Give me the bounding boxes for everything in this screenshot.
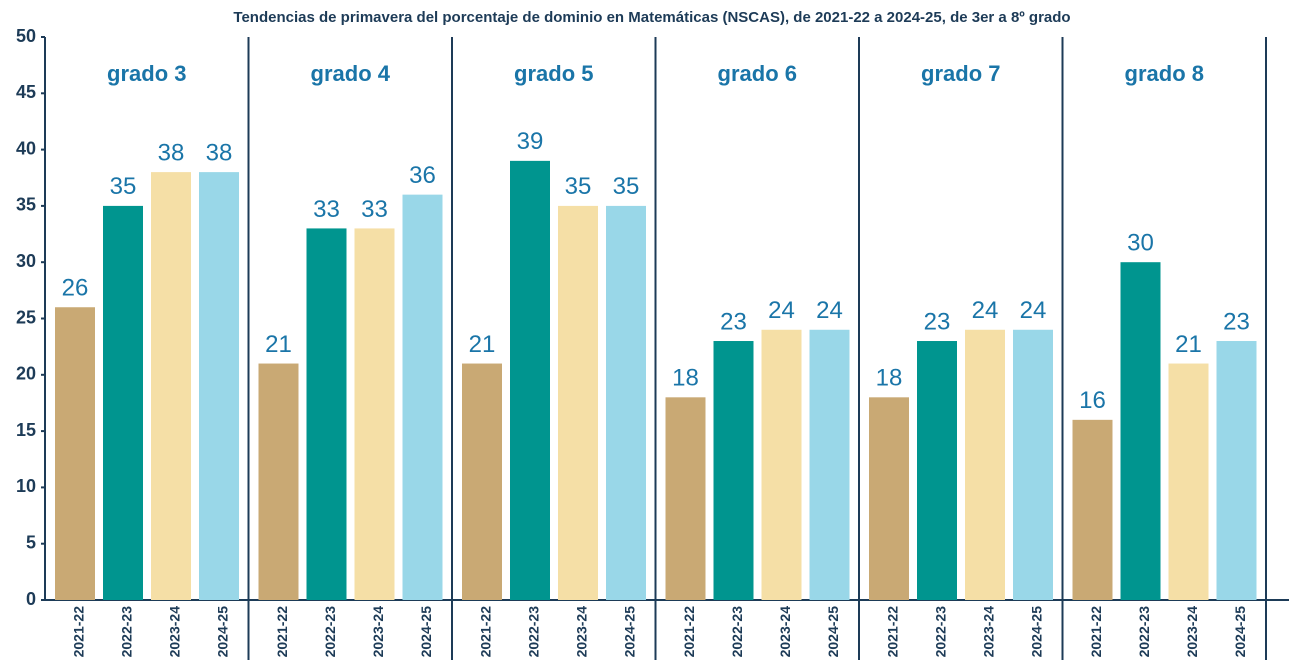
x-tick-label: 2023-24 bbox=[981, 606, 997, 658]
x-tick-label: 2021-22 bbox=[681, 606, 697, 658]
data-label: 24 bbox=[1020, 297, 1047, 324]
data-label: 33 bbox=[313, 196, 340, 223]
x-tick-label: 2023-24 bbox=[167, 606, 183, 658]
bar bbox=[1216, 341, 1257, 600]
y-tick-label: 5 bbox=[26, 532, 36, 552]
x-tick-label: 2021-22 bbox=[478, 606, 494, 658]
data-label: 24 bbox=[768, 297, 795, 324]
x-tick-label: 2021-22 bbox=[885, 606, 901, 658]
data-label: 21 bbox=[265, 331, 292, 358]
y-tick-label: 45 bbox=[16, 82, 36, 102]
y-tick-label: 35 bbox=[16, 195, 36, 215]
bar bbox=[462, 363, 502, 600]
panel-label: grado 4 bbox=[311, 61, 391, 86]
data-label: 23 bbox=[924, 308, 951, 335]
x-tick-label: 2023-24 bbox=[574, 606, 590, 658]
bar bbox=[306, 228, 347, 601]
y-tick-label: 30 bbox=[16, 251, 36, 271]
data-label: 24 bbox=[816, 297, 843, 324]
data-label: 39 bbox=[517, 128, 544, 155]
data-label: 33 bbox=[361, 196, 388, 223]
data-label: 35 bbox=[565, 173, 592, 200]
bar bbox=[354, 228, 395, 601]
x-tick-label: 2022-23 bbox=[322, 606, 338, 658]
bar bbox=[510, 160, 550, 601]
x-tick-label: 2021-22 bbox=[71, 606, 87, 658]
chart-title: Tendencias de primavera del porcentaje d… bbox=[233, 9, 1070, 26]
bar bbox=[809, 329, 850, 600]
data-label: 23 bbox=[1223, 308, 1250, 335]
bar bbox=[606, 205, 646, 600]
bar bbox=[402, 194, 443, 600]
x-tick-label: 2022-23 bbox=[526, 606, 542, 658]
x-tick-label: 2022-23 bbox=[933, 606, 949, 658]
x-tick-label: 2024-25 bbox=[1232, 606, 1248, 658]
bar bbox=[558, 205, 598, 600]
bar bbox=[713, 341, 754, 600]
y-tick-label: 40 bbox=[16, 138, 36, 158]
y-tick-label: 10 bbox=[16, 476, 36, 496]
bar bbox=[761, 329, 802, 600]
x-tick-label: 2021-22 bbox=[274, 606, 290, 658]
data-label: 16 bbox=[1079, 387, 1106, 414]
bar bbox=[869, 397, 909, 600]
y-tick-label: 15 bbox=[16, 420, 36, 440]
data-label: 21 bbox=[469, 331, 496, 358]
bar bbox=[1120, 262, 1161, 600]
x-tick-label: 2023-24 bbox=[370, 606, 386, 658]
bar bbox=[1072, 419, 1113, 600]
data-label: 38 bbox=[206, 139, 233, 166]
x-tick-label: 2024-25 bbox=[418, 606, 434, 658]
data-label: 35 bbox=[110, 173, 137, 200]
data-label: 30 bbox=[1127, 230, 1154, 257]
bar bbox=[151, 172, 191, 600]
x-tick-label: 2023-24 bbox=[1184, 606, 1200, 658]
data-label: 24 bbox=[972, 297, 999, 324]
panel-label: grado 8 bbox=[1125, 61, 1204, 86]
data-label: 18 bbox=[876, 365, 903, 392]
data-label: 21 bbox=[1175, 331, 1202, 358]
bar bbox=[55, 307, 95, 600]
bar bbox=[665, 397, 706, 600]
x-tick-label: 2024-25 bbox=[215, 606, 231, 658]
x-tick-label: 2022-23 bbox=[119, 606, 135, 658]
data-label: 38 bbox=[158, 139, 185, 166]
x-tick-label: 2024-25 bbox=[825, 606, 841, 658]
y-tick-label: 20 bbox=[16, 364, 36, 384]
x-tick-label: 2024-25 bbox=[622, 606, 638, 658]
panel-label: grado 5 bbox=[514, 61, 593, 86]
panel-label: grado 6 bbox=[718, 61, 797, 86]
bar bbox=[965, 329, 1005, 600]
y-tick-label: 25 bbox=[16, 307, 36, 327]
bar bbox=[1168, 363, 1209, 600]
data-label: 36 bbox=[409, 162, 436, 189]
panel-label: grado 3 bbox=[107, 61, 186, 86]
data-label: 26 bbox=[62, 275, 89, 302]
bar bbox=[917, 341, 957, 600]
bar bbox=[258, 363, 299, 600]
data-label: 35 bbox=[613, 173, 640, 200]
y-tick-label: 50 bbox=[16, 26, 36, 46]
x-tick-label: 2022-23 bbox=[1136, 606, 1152, 658]
x-tick-label: 2024-25 bbox=[1029, 606, 1045, 658]
x-tick-label: 2023-24 bbox=[777, 606, 793, 658]
bar bbox=[1013, 329, 1053, 600]
x-tick-label: 2022-23 bbox=[729, 606, 745, 658]
bar bbox=[199, 172, 239, 600]
bar bbox=[103, 205, 143, 600]
x-tick-label: 2021-22 bbox=[1088, 606, 1104, 658]
y-tick-label: 0 bbox=[26, 589, 36, 609]
panel-label: grado 7 bbox=[921, 61, 1000, 86]
data-label: 23 bbox=[720, 308, 747, 335]
data-label: 18 bbox=[672, 365, 699, 392]
